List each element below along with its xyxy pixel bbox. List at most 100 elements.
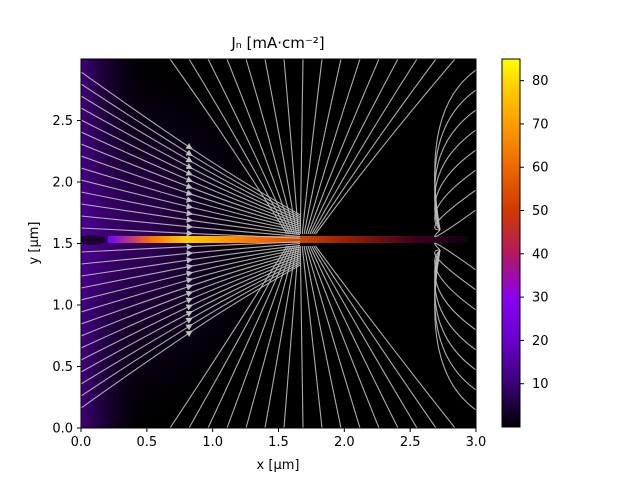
streamline (226, 59, 294, 235)
streamline (434, 249, 476, 411)
streamline (81, 107, 301, 221)
streamlines (81, 59, 476, 428)
streamline (303, 245, 342, 428)
streamline (305, 59, 361, 235)
y-tick-label: 2.0 (52, 176, 73, 191)
streamline (81, 215, 301, 237)
streamline (81, 257, 301, 361)
streamline (264, 59, 298, 235)
colorbar-tick-label: 40 (532, 247, 549, 262)
streamline (188, 245, 290, 428)
streamline (226, 245, 294, 428)
streamline (434, 129, 476, 231)
streamline (305, 245, 361, 428)
chart-title: Jₙ [mA·cm⁻²] (230, 34, 324, 52)
streamline (315, 245, 456, 428)
streamline (434, 209, 476, 238)
streamline (301, 245, 323, 428)
streamline (81, 259, 301, 373)
streamline (81, 252, 301, 325)
streamline (245, 245, 296, 428)
streamline (81, 227, 301, 239)
colorbar-tick-label: 80 (532, 74, 549, 89)
streamline (81, 253, 301, 337)
streamline (434, 249, 476, 351)
x-axis: 0.0 0.5 1.0 1.5 2.0 2.5 3.0 (71, 428, 487, 450)
streamline (303, 59, 342, 235)
streamline (434, 249, 476, 371)
y-tick-label: 1.0 (52, 299, 73, 314)
streamline (81, 248, 301, 301)
streamline (81, 241, 301, 253)
streamline (434, 249, 476, 331)
streamline (434, 249, 476, 311)
colorbar-tick-label: 50 (532, 204, 549, 219)
streamline (81, 246, 301, 289)
colorbar-tick-label: 30 (532, 291, 549, 306)
streamline (264, 245, 298, 428)
x-axis-label: x [µm] (257, 458, 300, 473)
colorbar-tick-label: 20 (532, 334, 549, 349)
colorbar (501, 58, 521, 428)
y-tick-label: 0.5 (52, 360, 73, 375)
streamline (81, 95, 301, 219)
streamline (169, 59, 288, 235)
x-tick-label: 1.5 (268, 435, 289, 450)
colorbar-ticks: 10 20 30 40 50 60 70 80 (520, 74, 549, 392)
y-tick-label: 2.5 (52, 114, 73, 129)
colorbar-tick-label: 70 (532, 117, 549, 132)
streamline (81, 250, 301, 313)
streamline (245, 59, 296, 235)
streamline (299, 245, 304, 428)
streamline (307, 59, 380, 235)
x-tick-label: 0.0 (71, 435, 92, 450)
streamline (81, 243, 301, 265)
streamline (188, 59, 290, 235)
streamline (434, 242, 476, 271)
streamline (207, 59, 292, 235)
streamline (81, 191, 301, 234)
streamline (434, 169, 476, 231)
streamline (81, 179, 301, 232)
plot-area (81, 59, 476, 428)
streamline (311, 245, 418, 428)
colorbar-tick-label: 10 (532, 377, 549, 392)
y-axis-label: y [µm] (27, 222, 42, 265)
streamline (313, 245, 437, 428)
streamline (309, 245, 399, 428)
streamline (434, 249, 476, 391)
x-tick-label: 1.0 (202, 435, 223, 450)
streamline (301, 59, 323, 235)
streamline (283, 245, 299, 428)
streamline (313, 59, 437, 235)
streamline (81, 143, 301, 227)
y-tick-label: 0.0 (52, 422, 73, 437)
streamline (81, 255, 301, 349)
x-tick-label: 0.5 (136, 435, 157, 450)
streamline (81, 244, 301, 277)
streamline (169, 245, 288, 428)
heatmap-dark-spot (81, 235, 106, 245)
streamline (207, 245, 292, 428)
y-axis: 0.0 0.5 1.0 1.5 2.0 2.5 (52, 114, 81, 437)
streamline (81, 71, 301, 216)
x-tick-label: 3.0 (466, 435, 487, 450)
streamline (81, 131, 301, 225)
streamline (81, 261, 301, 385)
streamline (81, 203, 301, 236)
y-tick-label: 1.5 (52, 237, 73, 252)
heatmap-current-sheet (108, 236, 468, 243)
streamline (434, 149, 476, 231)
streamline (434, 249, 476, 291)
streamline (311, 59, 418, 235)
streamline (81, 155, 301, 228)
streamline (434, 189, 476, 231)
streamline (307, 245, 380, 428)
x-tick-label: 2.0 (334, 435, 355, 450)
streamline (81, 119, 301, 223)
streamline (434, 109, 476, 231)
streamline (283, 59, 299, 235)
streamline (81, 264, 301, 409)
streamline (81, 167, 301, 230)
